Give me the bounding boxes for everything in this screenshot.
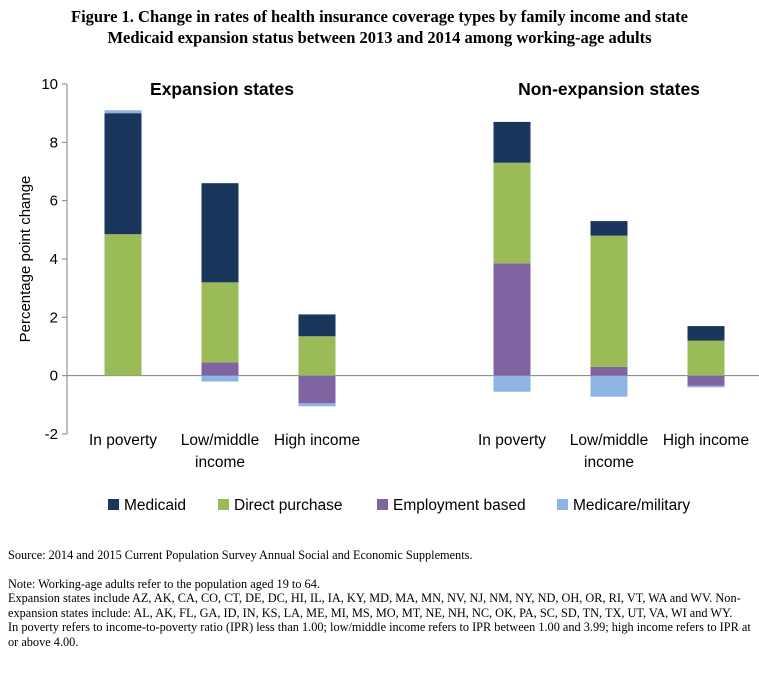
note-state-lists: Expansion states include AZ, AK, CA, CO,… [8, 591, 741, 620]
panel-title-non-expansion-states: Non-expansion states [518, 79, 700, 99]
bar-medicaid-in-poverty [493, 121, 531, 163]
legend-swatch-direct-purchase [218, 499, 229, 510]
legend-label-direct-purchase: Direct purchase [234, 497, 343, 514]
figure-title: Figure 1. Change in rates of health insu… [0, 6, 759, 48]
bar-medicare-military-high-income [298, 403, 336, 407]
x-tick-label-low-middle-income: Low/middle [570, 432, 648, 449]
legend-label-medicaid: Medicaid [124, 497, 186, 514]
x-tick-label-high-income: High income [663, 432, 749, 449]
bar-direct-purchase-low-middle-income [201, 282, 239, 363]
y-axis-title: Percentage point change [17, 176, 34, 343]
bar-employment-based-high-income [298, 375, 336, 404]
y-tick-label: 6 [50, 193, 58, 210]
legend-label-medicare-military: Medicare/military [573, 497, 690, 514]
bar-direct-purchase-in-poverty [104, 234, 142, 376]
bar-direct-purchase-high-income [298, 336, 336, 376]
panel-title-expansion-states: Expansion states [150, 79, 294, 99]
x-tick-label-low-middle-income: income [195, 454, 245, 471]
x-tick-label-in-poverty: In poverty [478, 432, 546, 449]
x-tick-label-low-middle-income: Low/middle [181, 432, 259, 449]
x-tick-label-low-middle-income: income [584, 454, 634, 471]
legend-swatch-medicare-military [557, 499, 568, 510]
bar-medicare-military-low-middle-income [201, 375, 239, 382]
figure-notes: Source: 2014 and 2015 Current Population… [8, 548, 756, 650]
note-income-definitions: In poverty refers to income-to-poverty r… [8, 620, 751, 649]
bar-medicaid-high-income [687, 326, 725, 341]
y-tick-label: 4 [50, 251, 58, 268]
bar-medicaid-high-income [298, 314, 336, 337]
bar-employment-based-high-income [687, 375, 725, 386]
note-working-age: Note: Working-age adults refer to the po… [8, 576, 320, 591]
bar-medicare-military-in-poverty [493, 375, 531, 392]
x-tick-label-high-income: High income [274, 432, 360, 449]
bar-medicaid-low-middle-income [201, 183, 239, 283]
stacked-bar-chart: -2 0 2 4 6 8 10 Percentage point change Expansio… [17, 76, 759, 514]
bar-employment-based-in-poverty [493, 263, 531, 376]
x-tick-label-in-poverty: In poverty [89, 432, 157, 449]
bar-direct-purchase-high-income [687, 340, 725, 376]
bar-medicaid-low-middle-income [590, 221, 628, 236]
y-tick-label: 0 [50, 368, 58, 385]
bar-direct-purchase-low-middle-income [590, 235, 628, 367]
legend-swatch-medicaid [108, 499, 119, 510]
y-tick-label: 8 [50, 134, 58, 151]
bar-medicare-military-low-middle-income [590, 375, 628, 397]
y-tick-label: -2 [45, 426, 58, 443]
bar-employment-based-low-middle-income [590, 366, 628, 376]
legend-swatch-employment-based [377, 499, 388, 510]
figure-title-line-1: Figure 1. Change in rates of health insu… [70, 7, 689, 26]
bar-direct-purchase-in-poverty [493, 162, 531, 264]
bar-employment-based-low-middle-income [201, 362, 239, 376]
figure-title-line-2: Medicaid expansion status between 2013 a… [107, 28, 652, 47]
bar-medicare-military-in-poverty [104, 110, 142, 114]
bar-medicaid-in-poverty [104, 113, 142, 235]
y-tick-label: 2 [50, 309, 58, 326]
y-tick-label: 10 [41, 76, 58, 93]
source-note: Source: 2014 and 2015 Current Population… [8, 548, 473, 562]
legend-label-employment-based: Employment based [393, 497, 526, 514]
bar-medicare-military-high-income [687, 385, 725, 388]
